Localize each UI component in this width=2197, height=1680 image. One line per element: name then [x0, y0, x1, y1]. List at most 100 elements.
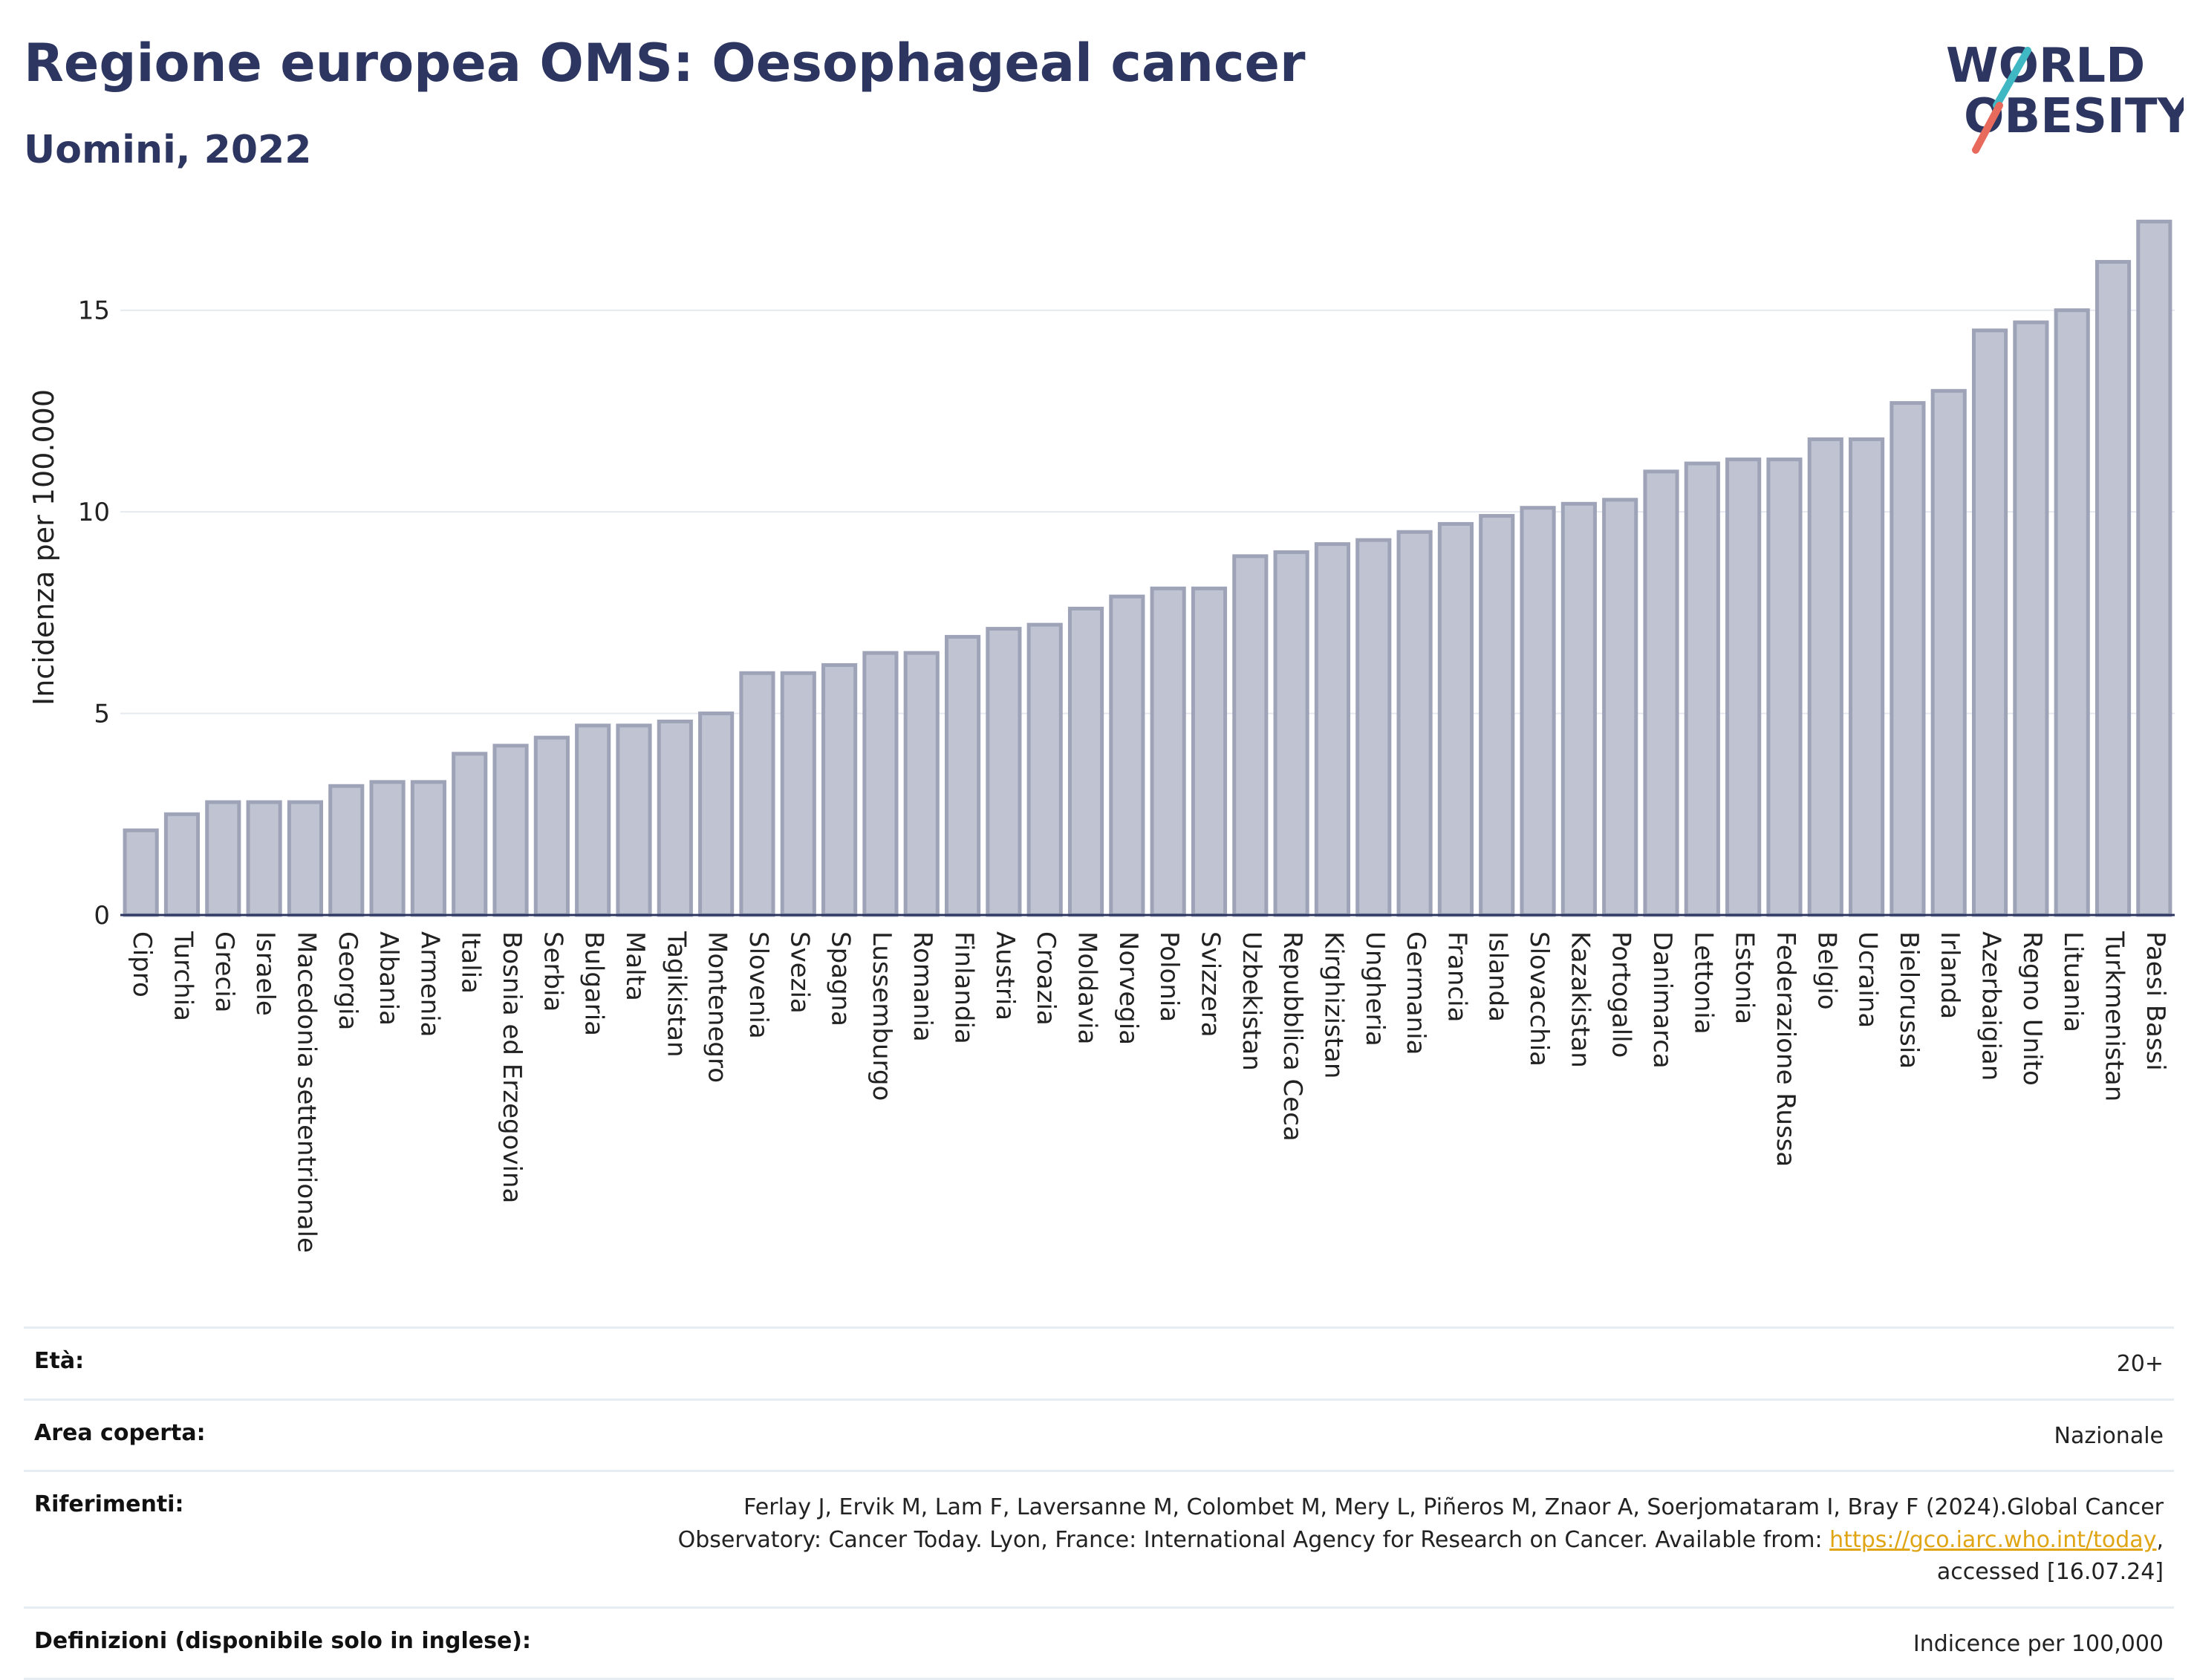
x-tick-label: Croazia: [1031, 931, 1061, 1026]
x-tick-label: Portogallo: [1607, 931, 1636, 1058]
bar: [1604, 500, 1636, 915]
bar: [782, 673, 814, 915]
bar: [166, 814, 198, 915]
bar: [331, 786, 362, 915]
bar: [577, 726, 609, 915]
x-tick-label: Serbia: [538, 931, 567, 1012]
x-tick-label: Estonia: [1730, 931, 1760, 1024]
y-axis-label: Incidenza per 100.000: [27, 389, 60, 706]
x-tick-label: Turkmenistan: [2100, 931, 2129, 1101]
x-tick-label: Lettonia: [1688, 931, 1718, 1035]
footer-row-area: Area coperta: Nazionale: [24, 1399, 2174, 1471]
footer-row-age: Età: 20+: [24, 1326, 2174, 1399]
x-tick-label: Grecia: [209, 931, 239, 1012]
bar: [1275, 552, 1307, 915]
references-link[interactable]: https://gco.iarc.who.int/today: [1829, 1527, 2156, 1553]
bar: [289, 802, 321, 915]
footer-row-references: Riferimenti: Ferlay J, Ervik M, Lam F, L…: [24, 1470, 2174, 1606]
bar: [1851, 439, 1883, 915]
bar: [700, 714, 732, 915]
x-tick-label: Bosnia ed Erzegovina: [497, 931, 527, 1203]
x-tick-label: Federazione Russa: [1771, 931, 1800, 1167]
x-tick-label: Cipro: [127, 931, 157, 997]
x-tick-label: Moldavia: [1073, 931, 1102, 1044]
x-tick-label: Slovacchia: [1524, 931, 1554, 1067]
bar: [1358, 540, 1390, 915]
bar: [495, 746, 527, 915]
x-tick-label: Israele: [250, 931, 280, 1016]
x-tick-label: Lituania: [2058, 931, 2088, 1032]
logo-graphic: WORLD OBESITY: [1931, 22, 2184, 163]
x-tick-label: Danimarca: [1647, 931, 1677, 1069]
x-tick-label: Montenegro: [703, 931, 732, 1083]
x-tick-label: Bulgaria: [579, 931, 609, 1036]
x-tick-label: Belgio: [1812, 931, 1841, 1010]
x-tick-label: Finlandia: [949, 931, 979, 1044]
x-tick-label: Lussemburgo: [867, 931, 896, 1101]
y-tick-label: 0: [94, 901, 110, 931]
x-tick-label: Malta: [620, 931, 650, 1001]
logo-line1: WORLD: [1946, 39, 2145, 94]
bar: [1728, 460, 1760, 915]
bar: [1522, 508, 1554, 915]
footer-table: Età: 20+ Area coperta: Nazionale Riferim…: [24, 1326, 2174, 1680]
x-tick-label: Paesi Bassi: [2141, 931, 2170, 1071]
bar: [1399, 532, 1431, 915]
x-tick-label: Regno Unito: [2017, 931, 2047, 1086]
x-tick-label: Uzbekistan: [1237, 931, 1266, 1071]
x-tick-label: Bielorussia: [1894, 931, 1924, 1069]
area-value: Nazionale: [2054, 1420, 2164, 1453]
x-tick-label: Svezia: [784, 931, 814, 1014]
x-tick-label: Tagikistan: [661, 931, 691, 1058]
bar: [2138, 221, 2170, 915]
x-tick-label: Azerbaigian: [1976, 931, 2006, 1081]
bar: [946, 636, 978, 915]
definitions-value: Indicence per 100,000: [1913, 1628, 2164, 1661]
bar: [1933, 391, 1965, 915]
bar: [1563, 504, 1595, 915]
age-value: 20+: [2117, 1348, 2164, 1381]
x-tick-label: Austria: [990, 931, 1020, 1020]
area-label: Area coperta:: [34, 1420, 206, 1453]
bar: [536, 738, 567, 915]
bar: [2015, 322, 2047, 915]
x-tick-label: Albania: [374, 931, 403, 1026]
bar: [1892, 403, 1924, 915]
x-tick-label: Kazakistan: [1565, 931, 1595, 1068]
x-tick-label: Armenia: [414, 931, 444, 1038]
bar: [1111, 596, 1143, 915]
x-tick-label: Romania: [908, 931, 937, 1042]
bar: [125, 830, 157, 915]
bar: [741, 673, 773, 915]
y-tick-label: 5: [94, 700, 110, 729]
definitions-label: Definizioni (disponibile solo in inglese…: [34, 1628, 531, 1661]
bar: [1481, 516, 1513, 915]
x-tick-label: Slovenia: [743, 931, 773, 1039]
x-tick-label: Spagna: [826, 931, 856, 1026]
x-tick-label: Ucraina: [1853, 931, 1883, 1028]
references-label: Riferimenti:: [34, 1491, 183, 1589]
chart-title: Regione europea OMS: Oesophageal cancer: [24, 33, 1305, 94]
x-tick-label: Ungheria: [1360, 931, 1390, 1046]
age-label: Età:: [34, 1348, 84, 1381]
x-tick-label: Islanda: [1483, 931, 1513, 1022]
bar: [1645, 472, 1677, 915]
footer-row-definitions: Definizioni (disponibile solo in inglese…: [24, 1606, 2174, 1680]
bar: [1193, 588, 1225, 915]
bar: [659, 721, 691, 915]
bar: [454, 754, 486, 915]
bar: [905, 653, 937, 915]
bar: [207, 802, 239, 915]
bar: [1439, 524, 1471, 915]
bar: [1316, 544, 1348, 915]
bar: [618, 726, 650, 915]
references-value: Ferlay J, Ervik M, Lam F, Laversanne M, …: [604, 1491, 2164, 1589]
bar: [2097, 262, 2129, 915]
bar: [1768, 460, 1800, 915]
bar: [824, 665, 856, 915]
y-tick-label: 10: [78, 498, 110, 527]
bar: [1029, 625, 1061, 915]
chart-subtitle: Uomini, 2022: [24, 128, 311, 172]
